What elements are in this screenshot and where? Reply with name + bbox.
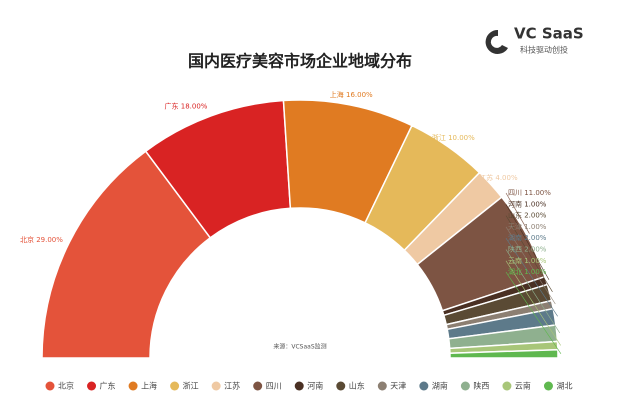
data-label: 四川 11.00% bbox=[508, 189, 551, 197]
leader-line bbox=[505, 271, 562, 354]
data-label: 云南 1.00% bbox=[508, 256, 547, 265]
legend-swatch bbox=[294, 381, 304, 391]
leader-line bbox=[505, 226, 556, 305]
legend-label: 江苏 bbox=[224, 381, 240, 391]
data-label: 湖北 1.00% bbox=[508, 267, 547, 276]
data-label: 山东 2.00% bbox=[508, 211, 547, 220]
legend-label: 云南 bbox=[515, 381, 531, 391]
legend-swatch bbox=[253, 381, 263, 391]
legend-swatch bbox=[377, 381, 387, 391]
legend-label: 湖北 bbox=[556, 382, 572, 391]
legend-swatch bbox=[170, 381, 180, 391]
legend-swatch bbox=[419, 381, 429, 391]
data-label: 河南 1.00% bbox=[508, 199, 547, 208]
legend-swatch bbox=[45, 381, 55, 391]
legend-label: 天津 bbox=[390, 381, 406, 391]
leader-line bbox=[505, 204, 550, 280]
data-label: 湖南 2.00% bbox=[508, 233, 547, 242]
data-label: 广东 18.00% bbox=[165, 101, 208, 110]
legend-label: 山东 bbox=[349, 381, 365, 391]
legend-label: 河南 bbox=[307, 381, 323, 391]
logo: VC SaaS 科技驱动创投 bbox=[485, 25, 584, 55]
brand-tagline: 科技驱动创投 bbox=[520, 45, 568, 55]
legend-label: 浙江 bbox=[183, 381, 199, 391]
leader-line bbox=[505, 238, 558, 317]
legend-swatch bbox=[87, 381, 97, 391]
legend-label: 北京 bbox=[58, 381, 74, 391]
legend-label: 湖南 bbox=[432, 381, 448, 391]
data-label: 浙江 10.00% bbox=[432, 133, 475, 142]
leader-line bbox=[505, 215, 553, 292]
legend-swatch bbox=[460, 381, 470, 391]
legend-swatch bbox=[211, 381, 221, 391]
legend-label: 上海 bbox=[141, 381, 157, 391]
leader-line bbox=[505, 249, 561, 334]
legend-label: 四川 bbox=[266, 382, 282, 391]
legend-swatch bbox=[543, 381, 553, 391]
source: 来源：VCSaaS监测 bbox=[273, 343, 326, 351]
data-label: 上海 16.00% bbox=[330, 90, 373, 99]
logo-icon bbox=[485, 29, 508, 54]
leader-line bbox=[505, 192, 530, 234]
chart-title: 国内医疗美容市场企业地域分布 bbox=[188, 52, 412, 71]
data-label: 北京 29.00% bbox=[20, 235, 63, 244]
legend-label: 广东 bbox=[100, 381, 116, 391]
legend-swatch bbox=[336, 381, 346, 391]
legend-label: 陕西 bbox=[473, 381, 489, 391]
data-label: 天津 1.00% bbox=[508, 223, 547, 231]
data-label: 陕西 2.00% bbox=[508, 245, 547, 254]
legend-swatch bbox=[128, 381, 138, 391]
slice bbox=[449, 348, 559, 359]
brand-name: VC SaaS bbox=[514, 25, 584, 43]
data-label: 江苏 4.00% bbox=[479, 173, 518, 182]
leader-line bbox=[505, 260, 561, 346]
legend-swatch bbox=[502, 381, 512, 391]
